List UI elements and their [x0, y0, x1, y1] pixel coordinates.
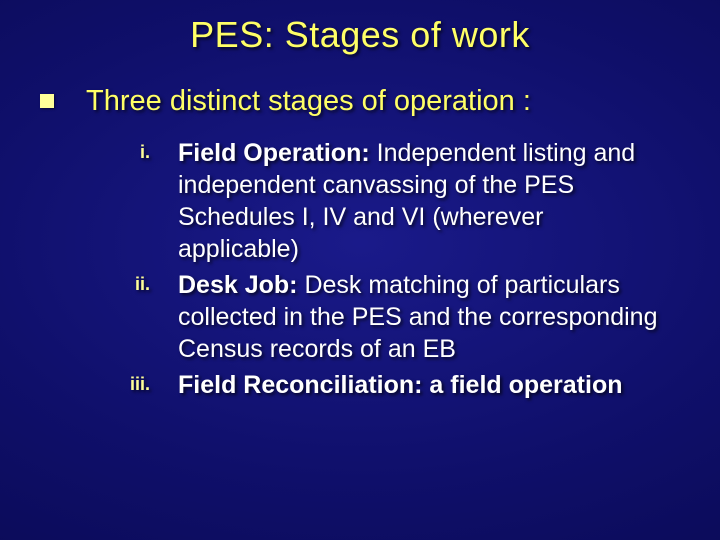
- roman-numeral: iii.: [100, 369, 178, 395]
- level1-bullet-row: Three distinct stages of operation :: [40, 84, 690, 119]
- roman-numeral: i.: [100, 137, 178, 163]
- list-item: ii. Desk Job: Desk matching of particula…: [100, 269, 670, 365]
- item-bold-lead: Field Operation:: [178, 139, 377, 167]
- sub-list: i. Field Operation: Independent listing …: [40, 137, 690, 401]
- level1-text: Three distinct stages of operation :: [86, 84, 531, 119]
- list-item: i. Field Operation: Independent listing …: [100, 137, 670, 265]
- item-text: Desk Job: Desk matching of particulars c…: [178, 269, 670, 365]
- item-bold-lead: Desk Job:: [178, 271, 304, 299]
- slide-title: PES: Stages of work: [0, 0, 720, 56]
- square-bullet-icon: [40, 94, 54, 108]
- list-item: iii. Field Reconciliation: a field opera…: [100, 369, 670, 401]
- item-text: Field Reconciliation: a field operation: [178, 369, 670, 401]
- roman-numeral: ii.: [100, 269, 178, 295]
- slide-content: Three distinct stages of operation : i. …: [0, 56, 720, 401]
- item-text: Field Operation: Independent listing and…: [178, 137, 670, 265]
- slide: PES: Stages of work Three distinct stage…: [0, 0, 720, 540]
- item-bold-lead: Field Reconciliation: a field operation: [178, 371, 623, 399]
